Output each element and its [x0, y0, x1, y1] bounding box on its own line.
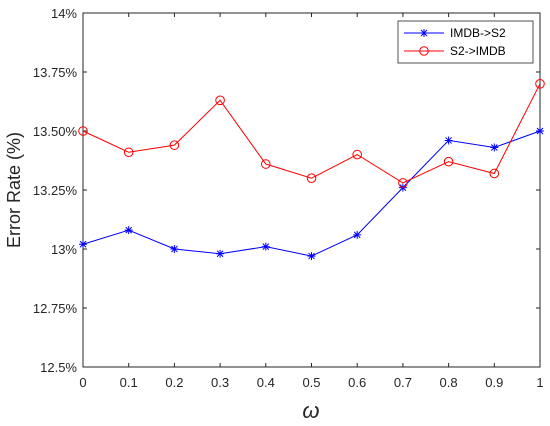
data-point — [443, 156, 454, 167]
y-tick-label: 12.5% — [40, 360, 77, 375]
data-point — [306, 173, 317, 183]
x-tick-label: 0.4 — [257, 375, 275, 390]
x-tick-label: 0.6 — [348, 375, 366, 390]
x-tick-label: 0.1 — [120, 375, 138, 390]
data-point — [536, 127, 544, 135]
x-tick-label: 0.5 — [302, 375, 320, 390]
data-point — [216, 249, 225, 258]
x-tick-label: 0 — [79, 375, 86, 390]
x-tick-label: 0.8 — [440, 375, 458, 390]
data-point — [352, 149, 363, 160]
x-tick-label: 1 — [536, 375, 543, 390]
series-line — [82, 83, 541, 184]
legend-label: IMDB->S2 — [450, 26, 506, 40]
legend-label: S2->IMDB — [450, 44, 506, 58]
x-tick-label: 0.2 — [165, 375, 183, 390]
data-point — [169, 140, 180, 150]
data-point — [398, 178, 408, 188]
data-point — [444, 136, 453, 145]
data-point — [261, 242, 270, 251]
y-axis-title: Error Rate (%) — [4, 132, 24, 248]
y-tick-label: 13% — [51, 242, 77, 257]
data-point — [353, 230, 362, 239]
data-point — [215, 95, 225, 106]
data-point — [78, 126, 88, 136]
x-axis: 0 0.1 0.2 0.3 0.4 0.5 0.6 0.7 0.8 0.9 1 — [79, 13, 544, 390]
y-tick-label: 12.75% — [33, 301, 78, 316]
y-tick-label: 13.50% — [33, 124, 78, 139]
data-point — [123, 147, 134, 158]
y-tick-label: 14% — [51, 6, 77, 21]
y-tick-label: 13.75% — [33, 65, 78, 80]
x-tick-label: 0.7 — [394, 375, 412, 390]
legend-marker — [420, 29, 428, 37]
data-point — [307, 252, 316, 261]
data-point — [170, 245, 179, 253]
series-2 — [78, 79, 545, 188]
data-point — [535, 79, 545, 89]
x-axis-title: ω — [302, 398, 319, 423]
legend-box — [397, 20, 534, 64]
legend-marker — [419, 46, 429, 56]
data-point — [79, 240, 87, 249]
data-point — [261, 159, 271, 169]
series-layer — [78, 79, 545, 261]
y-axis: 12.5% 12.75% 13% 13.25% 13.50% 13.75% 14% — [33, 6, 540, 375]
y-tick-label: 13.25% — [33, 183, 78, 198]
legend: IMDB->S2 S2->IMDB — [397, 20, 534, 64]
x-tick-label: 0.3 — [211, 375, 229, 390]
data-point — [489, 168, 500, 179]
data-point — [124, 226, 133, 235]
plot-area — [82, 12, 541, 368]
data-point — [490, 143, 499, 152]
x-tick-label: 0.9 — [485, 375, 503, 390]
plot-frame — [82, 12, 541, 368]
